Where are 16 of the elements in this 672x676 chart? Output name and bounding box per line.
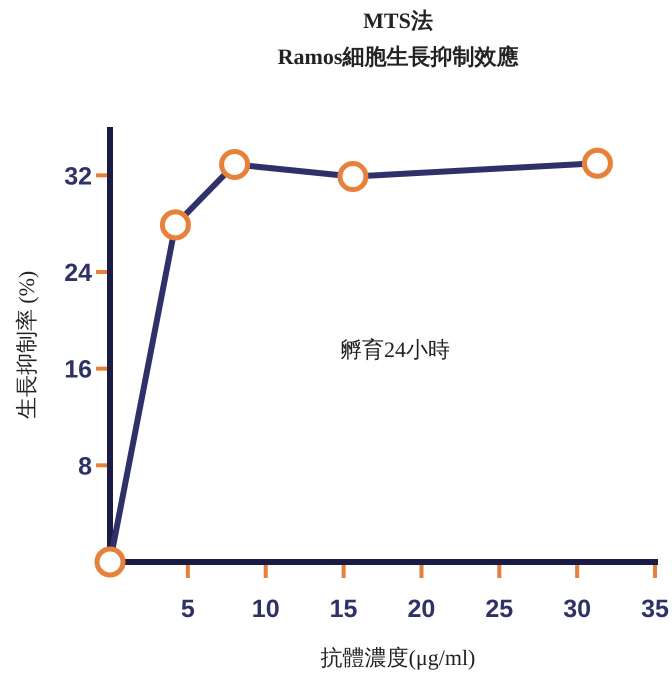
x-tick-label: 20 xyxy=(408,595,436,623)
y-axis-title: 生長抑制率 (%) xyxy=(14,270,39,420)
x-tick-label: 35 xyxy=(641,595,669,623)
x-tick-label: 25 xyxy=(485,595,514,623)
y-tick-label: 24 xyxy=(64,259,92,287)
x-tick-label: 30 xyxy=(563,595,592,623)
y-tick-label: 8 xyxy=(78,452,92,480)
y-tick-label: 32 xyxy=(64,162,92,190)
chart-subtitle: Ramos細胞生長抑制效應 xyxy=(278,44,520,69)
annotation: 孵育24小時 xyxy=(340,337,450,362)
x-axis-title: 抗體濃度(μg/ml) xyxy=(320,645,476,670)
y-tick-label: 16 xyxy=(64,356,92,384)
x-tick-label: 15 xyxy=(330,595,358,623)
x-tick-label: 10 xyxy=(252,595,280,623)
x-tick-label: 5 xyxy=(180,595,195,623)
chart-title: MTS法 xyxy=(363,8,433,33)
